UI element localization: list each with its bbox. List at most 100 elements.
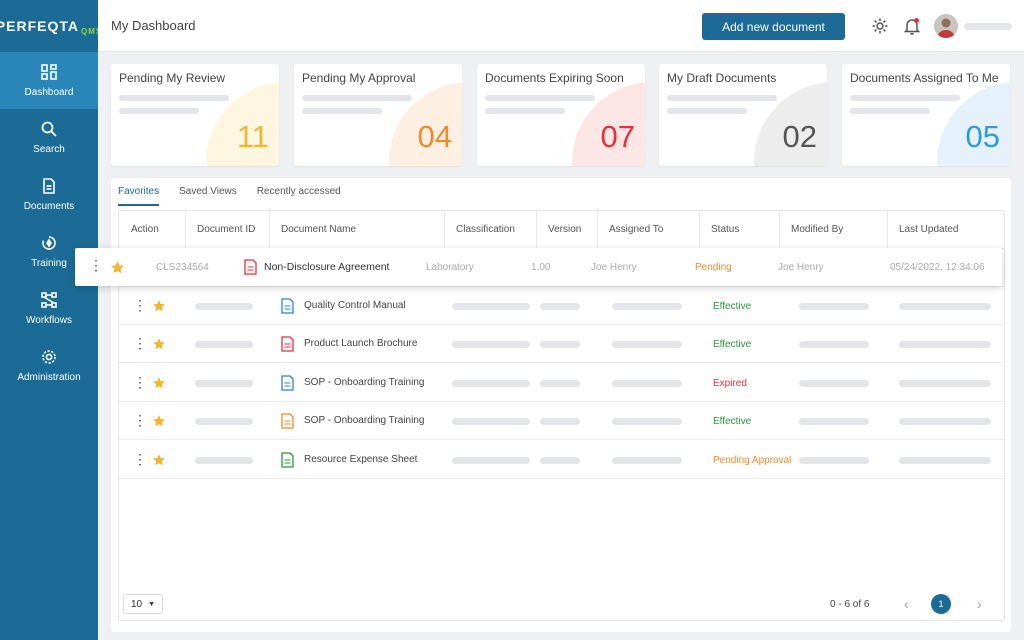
bell-icon[interactable] (902, 16, 922, 36)
star-icon[interactable] (110, 260, 125, 275)
document-name[interactable]: Quality Control Manual (304, 300, 406, 311)
table-row[interactable]: ⋮ SOP - Onboarding Training Expired (119, 364, 1004, 402)
pagination-info: 0 - 6 of 6 (830, 599, 870, 610)
table-row[interactable]: ⋮ Quality Control Manual Effective (119, 287, 1004, 325)
placeholder-bar (799, 456, 869, 464)
placeholder-bar (302, 95, 412, 101)
sidebar-item-documents[interactable]: Documents (0, 166, 98, 223)
column-header-classification[interactable]: Classification (456, 224, 515, 235)
column-header-document-id[interactable]: Document ID (197, 224, 256, 235)
user-name-placeholder (964, 23, 1012, 30)
document-name[interactable]: Resource Expense Sheet (304, 453, 418, 465)
column-header-last-updated[interactable]: Last Updated (899, 224, 959, 235)
dragged-table-row[interactable]: ⋮ CLS234564 Non-Disclosure Agreement Lab… (75, 248, 1002, 286)
pdf-file-icon (244, 259, 257, 275)
placeholder-bar (485, 95, 595, 101)
document-name[interactable]: Product Launch Brochure (304, 338, 418, 350)
placeholder-bar (612, 418, 682, 426)
column-header-status[interactable]: Status (711, 224, 740, 235)
page-size-select[interactable]: 10 ▼ (123, 594, 163, 614)
column-header-document-name[interactable]: Document Name (281, 224, 357, 235)
add-new-document-button[interactable]: Add new document (702, 13, 845, 40)
card-count: 05 (965, 119, 1000, 154)
sidebar-item-administration[interactable]: Administration (0, 337, 98, 394)
placeholder-bar (667, 108, 747, 114)
placeholder-bar (899, 303, 991, 310)
table-row[interactable]: ⋮ SOP - Onboarding Training Effective (119, 402, 1004, 441)
column-header-modified-by[interactable]: Modified By (791, 224, 844, 235)
gear-icon (42, 350, 56, 364)
placeholder-bar (612, 303, 682, 310)
table-row[interactable]: ⋮ Resource Expense Sheet Pending Approval (119, 441, 1004, 479)
logo-text: PERFEQTA (0, 18, 79, 34)
documents-table: Action Document ID Document Name Classif… (118, 210, 1005, 621)
status-badge: Effective (713, 301, 752, 312)
file-icon (281, 375, 294, 391)
placeholder-bar (899, 341, 991, 349)
sidebar-item-training[interactable]: Training (0, 223, 98, 280)
star-icon[interactable] (152, 414, 166, 428)
document-name[interactable]: SOP - Onboarding Training (304, 376, 425, 388)
next-page-button[interactable]: › (977, 596, 982, 612)
placeholder-bar (452, 418, 530, 426)
star-icon[interactable] (152, 337, 166, 351)
placeholder-bar (850, 95, 960, 101)
summary-card[interactable]: Pending My Review 11 (111, 64, 279, 166)
summary-card[interactable]: My Draft Documents 02 (659, 64, 827, 166)
summary-card[interactable]: Documents Expiring Soon 07 (477, 64, 645, 166)
status-badge: Pending (695, 262, 732, 273)
sidebar-item-search[interactable]: Search (0, 109, 98, 166)
modified-by: Joe Henry (778, 262, 824, 273)
sidebar-item-dashboard[interactable]: Dashboard (0, 52, 98, 109)
status-badge: Expired (713, 377, 747, 389)
placeholder-bar (540, 456, 580, 464)
placeholder-bar (799, 341, 869, 349)
placeholder-bar (452, 341, 530, 349)
table-row[interactable]: ⋮ Product Launch Brochure Effective (119, 325, 1004, 364)
user-avatar-icon (937, 18, 955, 38)
placeholder-bar (799, 418, 869, 426)
document-icon (43, 178, 55, 194)
sidebar-item-workflows[interactable]: Workflows (0, 280, 98, 337)
top-header: My Dashboard Add new document (98, 0, 1024, 52)
tab-saved-views[interactable]: Saved Views (179, 186, 237, 197)
file-icon (281, 336, 294, 353)
table-row-placeholder (119, 249, 1004, 287)
card-count: 11 (236, 119, 269, 154)
document-name[interactable]: SOP - Onboarding Training (304, 415, 425, 427)
column-header-action[interactable]: Action (131, 224, 159, 235)
kebab-menu-icon[interactable]: ⋮ (133, 335, 147, 352)
star-icon[interactable] (152, 299, 166, 313)
search-icon (41, 121, 57, 137)
placeholder-bar (667, 95, 777, 101)
tab-recently-accessed[interactable]: Recently accessed (256, 186, 341, 197)
previous-page-button[interactable]: ‹ (904, 596, 909, 612)
placeholder-bar (540, 418, 580, 426)
document-name[interactable]: Non-Disclosure Agreement (264, 261, 390, 273)
avatar[interactable] (934, 14, 958, 38)
file-icon (281, 298, 294, 314)
placeholder-bar (540, 379, 580, 387)
logo[interactable]: PERFEQTA QMS (0, 0, 101, 52)
column-header-assigned-to[interactable]: Assigned To (609, 224, 664, 235)
page-button-current[interactable]: 1 (931, 594, 951, 614)
card-title: Pending My Review (119, 71, 226, 85)
summary-card[interactable]: Documents Assigned To Me 05 (842, 64, 1010, 166)
summary-card[interactable]: Pending My Approval 04 (294, 64, 462, 166)
placeholder-bar (119, 95, 229, 101)
tab-favorites[interactable]: Favorites (118, 186, 160, 206)
kebab-menu-icon[interactable]: ⋮ (133, 297, 147, 313)
documents-panel: Favorites Saved Views Recently accessed … (111, 178, 1011, 632)
kebab-menu-icon[interactable]: ⋮ (133, 412, 147, 429)
table-header: Action Document ID Document Name Classif… (119, 211, 1004, 249)
column-header-version[interactable]: Version (548, 224, 582, 235)
star-icon[interactable] (152, 376, 166, 390)
kebab-menu-icon[interactable]: ⋮ (133, 450, 147, 467)
gear-icon[interactable] (870, 16, 890, 36)
status-badge: Effective (713, 416, 752, 428)
kebab-menu-icon[interactable]: ⋮ (133, 373, 147, 390)
card-count: 07 (600, 119, 635, 154)
star-icon[interactable] (152, 453, 166, 467)
kebab-menu-icon[interactable]: ⋮ (89, 257, 103, 273)
